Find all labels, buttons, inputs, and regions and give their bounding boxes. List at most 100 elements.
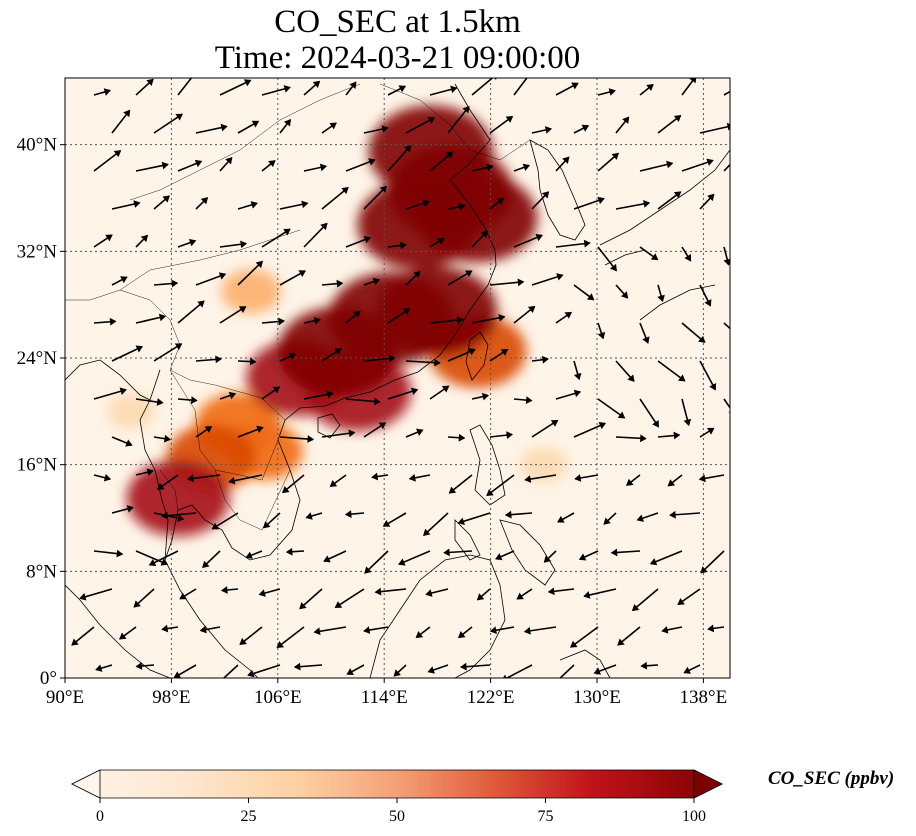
wind-arrow-head: [698, 335, 706, 343]
wind-arrow-head: [400, 241, 407, 250]
wind-arrow-head: [175, 113, 183, 121]
wind-arrow-shaft: [222, 664, 239, 678]
wind-arrow-head: [495, 553, 503, 561]
wind-arrow-head: [283, 228, 291, 236]
wind-arrow-shaft: [699, 125, 730, 134]
wind-arrow-head: [523, 626, 531, 635]
wind-arrow-head: [313, 627, 321, 636]
wind-arrow-head: [643, 200, 651, 208]
wind-arrow-head: [489, 626, 497, 635]
wind-arrow-head: [597, 196, 605, 205]
wind-arrow-head: [119, 632, 127, 640]
wind-arrow-head: [706, 158, 714, 166]
wind-arrow-head: [707, 624, 715, 633]
lat-tick-label: 8°N: [26, 561, 57, 582]
wind-arrow-head: [481, 392, 490, 401]
wind-arrow-head: [334, 348, 343, 355]
lon-tick-label: 106°E: [254, 687, 302, 708]
wind-arrow-head: [486, 163, 494, 172]
wind-arrow-shaft: [559, 664, 575, 678]
wind-arrow-shaft: [639, 162, 673, 172]
wind-arrow-head: [305, 512, 313, 520]
wind-arrow-shaft: [177, 300, 205, 324]
wind-arrow-head: [158, 313, 167, 322]
wind-arrow-head: [160, 558, 169, 566]
wind-arrow-head: [502, 674, 507, 678]
wind-arrow-head: [646, 83, 654, 92]
wind-arrow-head: [228, 476, 236, 485]
wind-arrow-head: [649, 558, 658, 566]
wind-arrow-head: [135, 662, 143, 670]
wind-arrow-shaft: [279, 436, 314, 441]
wind-arrow-head: [617, 411, 626, 419]
wind-arrow-head: [105, 234, 113, 242]
wind-arrow-head: [496, 197, 505, 205]
wind-arrow-shaft: [229, 474, 263, 483]
wind-arrow-head: [276, 641, 284, 649]
wind-arrow-head: [661, 626, 669, 634]
wind-arrow-head: [192, 70, 197, 76]
wind-arrow-head: [140, 234, 149, 243]
wind-arrow-head: [689, 78, 697, 84]
wind-arrow-head: [239, 637, 247, 645]
wind-arrow-head: [255, 260, 264, 269]
wind-arrow-shaft: [723, 322, 730, 330]
wind-arrow-head: [123, 109, 131, 118]
wind-arrow-head: [285, 547, 293, 556]
wind-arrow-head: [272, 386, 281, 394]
wind-arrow-head: [398, 558, 406, 566]
wind-arrow-head: [146, 468, 154, 476]
wind-arrow-head: [371, 472, 379, 481]
wind-arrow-head: [506, 431, 514, 439]
wind-arrow-shaft: [398, 550, 431, 565]
wind-arrow-head: [188, 238, 197, 247]
wind-arrow-head: [202, 560, 210, 568]
wind-arrow-head: [547, 587, 555, 596]
map-title: CO_SEC at 1.5km: [274, 4, 521, 40]
wind-arrow-head: [393, 669, 401, 677]
wind-arrow-head: [476, 593, 485, 601]
wind-arrow-head: [678, 374, 686, 382]
wind-arrow-head: [443, 548, 450, 557]
wind-arrow-shaft: [723, 163, 730, 172]
wind-arrow-head: [603, 517, 611, 525]
co-plume-15: [368, 105, 493, 198]
wind-arrow-head: [460, 662, 467, 671]
wind-arrow-head: [146, 78, 154, 86]
wind-arrow-head: [372, 277, 381, 286]
wind-arrow-head: [258, 589, 266, 597]
wind-arrow-head: [199, 625, 207, 634]
wind-arrow-head: [161, 511, 168, 520]
wind-arrow-head: [673, 114, 682, 122]
wind-arrow-head: [593, 667, 601, 675]
wind-arrow-head: [448, 486, 457, 494]
lon-tick-label: 98°E: [152, 687, 190, 708]
wind-arrow-shaft: [335, 588, 365, 609]
wind-arrow-head: [564, 311, 573, 319]
wind-arrow-head: [179, 592, 187, 600]
wind-arrow-head: [505, 115, 514, 123]
wind-arrow-head: [103, 473, 112, 482]
wind-arrow-head: [374, 587, 382, 596]
wind-arrow-shaft: [261, 228, 291, 248]
wind-arrow-head: [640, 661, 648, 670]
wind-arrow-head: [116, 549, 124, 558]
wind-arrow-head: [415, 631, 424, 639]
wind-arrow-head: [422, 199, 430, 207]
wind-arrow-head: [163, 434, 171, 443]
wind-arrow-head: [581, 124, 590, 132]
wind-arrow-head: [238, 306, 247, 313]
wind-arrow-head: [214, 681, 220, 687]
wind-arrow-head: [240, 240, 248, 249]
wind-arrow-head: [341, 186, 349, 195]
wind-arrow-head: [190, 396, 198, 404]
wind-arrow-head: [162, 195, 170, 203]
wind-arrow-head: [71, 638, 79, 646]
wind-arrow-shaft: [573, 422, 606, 438]
lon-tick-label: 122°E: [467, 687, 515, 708]
wind-arrow-shaft: [570, 626, 599, 648]
wind-arrow-head: [388, 354, 396, 363]
wind-arrow-head: [578, 553, 587, 561]
wind-arrow-head: [416, 428, 424, 436]
wind-arrow-head: [573, 372, 582, 381]
